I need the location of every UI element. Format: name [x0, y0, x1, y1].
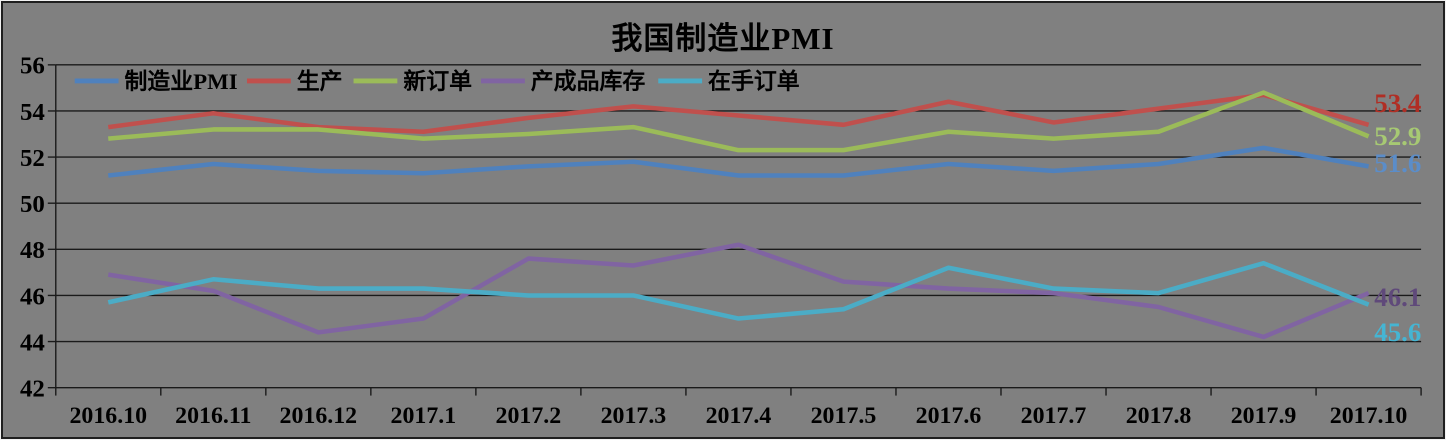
- y-tick-label: 56: [20, 53, 45, 80]
- legend-label-new-orders: 新订单: [403, 68, 472, 94]
- y-tick-label: 52: [20, 145, 45, 172]
- x-tick-label: 2017.1: [391, 403, 457, 429]
- legend-item-finished-goods-inventory: 产成品库存: [481, 68, 645, 94]
- x-tick-label: 2017.5: [811, 403, 877, 429]
- series-manufacturing-pmi: [108, 145, 1370, 178]
- end-value-labels: 53.452.951.6 46.1 45.6: [1374, 88, 1421, 347]
- x-tick-label: 2016.12: [280, 403, 358, 429]
- y-tick-label: 50: [20, 191, 45, 218]
- y-tick-label: 44: [20, 330, 45, 357]
- x-tick-label: 2017.9: [1231, 403, 1297, 429]
- y-tick-label: 54: [20, 99, 45, 126]
- series-new-orders: [108, 90, 1370, 153]
- end-label-production: 53.4: [1374, 88, 1421, 118]
- series-production: [107, 92, 1370, 134]
- x-tick-label: 2017.2: [496, 403, 562, 429]
- axes: [55, 64, 1422, 396]
- end-label-finished-goods-inventory: 46.1: [1374, 282, 1421, 312]
- legend-item-manufacturing-pmi: 制造业PMI: [74, 69, 238, 94]
- end-label-manufacturing-pmi: 51.6: [1374, 148, 1421, 178]
- legend-item-new-orders: 新订单: [353, 68, 472, 94]
- series-finished-goods-inventory: [107, 242, 1370, 340]
- legend: 制造业PMI 生产 新订单 产成品库存 在手订单: [74, 68, 800, 94]
- gridlines: [55, 64, 1422, 389]
- end-label-new-orders: 52.9: [1374, 121, 1421, 151]
- x-tick-label: 2017.10: [1330, 403, 1408, 429]
- series-backlog-orders: [107, 260, 1370, 321]
- x-tick-label: 2016.11: [175, 403, 251, 429]
- x-tick-label: 2017.7: [1021, 403, 1087, 429]
- legend-label-manufacturing-pmi: 制造业PMI: [124, 69, 237, 94]
- series-lines: [107, 90, 1370, 340]
- end-label-backlog-orders: 45.6: [1374, 317, 1421, 347]
- x-tick-label: 2017.4: [706, 403, 772, 429]
- y-tick-label: 42: [20, 376, 45, 403]
- y-axis-ticks: [47, 64, 56, 389]
- x-tick-label: 2017.3: [601, 403, 667, 429]
- legend-label-production: 生产: [297, 68, 343, 94]
- legend-label-backlog-orders: 在手订单: [708, 68, 800, 94]
- x-tick-label: 2016.10: [69, 403, 147, 429]
- y-axis-labels: 56 54 52 50 48 46 44 42: [20, 53, 45, 403]
- y-tick-label: 48: [20, 237, 45, 264]
- x-axis-labels: 2016.10 2016.11 2016.12 2017.1 2017.2 2017.3 2…: [69, 403, 1407, 429]
- y-tick-label: 46: [20, 283, 45, 310]
- x-tick-label: 2017.6: [916, 403, 982, 429]
- x-tick-label: 2017.8: [1126, 403, 1192, 429]
- legend-item-production: 生产: [246, 68, 343, 94]
- legend-item-backlog-orders: 在手订单: [658, 68, 800, 94]
- legend-label-finished-goods-inventory: 产成品库存: [531, 68, 646, 94]
